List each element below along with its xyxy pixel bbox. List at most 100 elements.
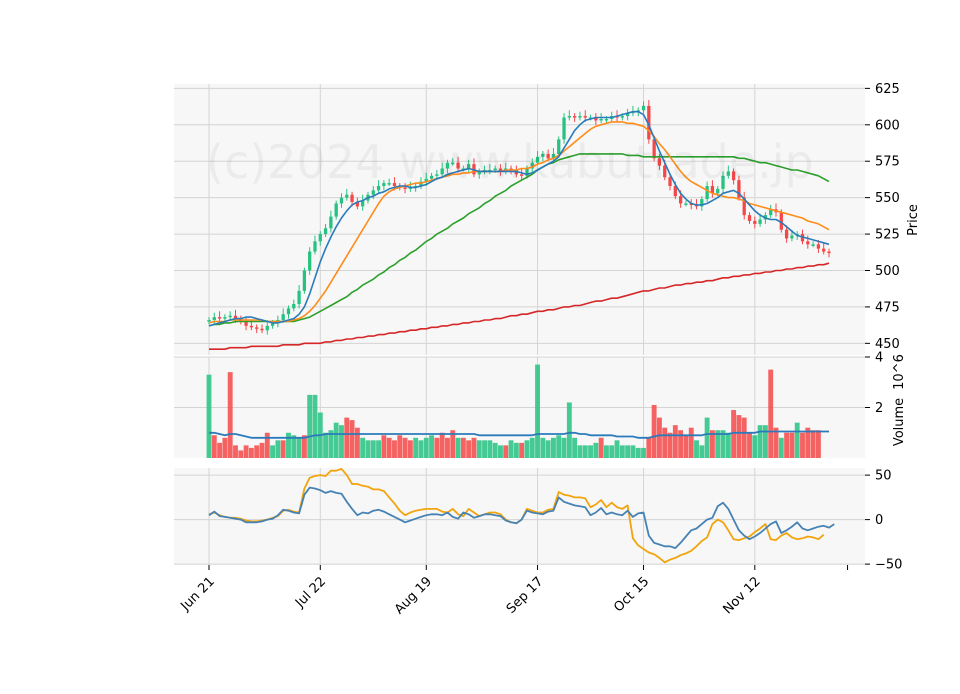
candle-body bbox=[811, 244, 815, 246]
volume-bar bbox=[513, 442, 519, 458]
candle-body bbox=[318, 234, 322, 242]
osc-ytick-label: −50 bbox=[875, 558, 902, 573]
candle-body bbox=[249, 325, 254, 328]
volume-bar bbox=[757, 425, 763, 458]
ma-mid-line bbox=[208, 121, 830, 324]
volume-bar bbox=[450, 430, 456, 458]
candle-body bbox=[292, 304, 296, 309]
volume-bar bbox=[688, 427, 694, 458]
candle-body bbox=[753, 220, 757, 224]
candle-body bbox=[737, 180, 741, 198]
candle-body bbox=[700, 199, 704, 207]
volume-bar bbox=[402, 437, 408, 458]
volume-bar bbox=[524, 440, 530, 458]
candle-body bbox=[599, 118, 603, 121]
volume-bar bbox=[407, 440, 413, 458]
candle-body bbox=[806, 241, 810, 245]
volume-bar bbox=[339, 425, 344, 458]
candle-body bbox=[684, 203, 688, 205]
candle-body bbox=[530, 162, 534, 169]
volume-bar bbox=[800, 432, 805, 458]
volume-bar bbox=[694, 440, 699, 458]
volume-bar bbox=[551, 437, 556, 458]
candle-body bbox=[721, 175, 725, 189]
ma-fast-line bbox=[208, 110, 830, 327]
candle-body bbox=[520, 174, 524, 176]
candle-body bbox=[668, 177, 672, 186]
candle-body bbox=[228, 315, 232, 318]
volume-bar bbox=[625, 445, 631, 458]
volume-bar bbox=[630, 445, 636, 458]
candle-body bbox=[747, 215, 752, 221]
volume-bar bbox=[741, 417, 747, 458]
candle-body bbox=[641, 105, 646, 111]
candle-body bbox=[541, 153, 545, 157]
volume-bar bbox=[720, 430, 726, 458]
candle-body bbox=[572, 116, 577, 118]
candle-body bbox=[716, 188, 720, 194]
volume-bar bbox=[672, 425, 678, 458]
candle-body bbox=[429, 175, 434, 179]
candle-body bbox=[663, 165, 667, 178]
volume-bar bbox=[466, 440, 472, 458]
volume-bar bbox=[328, 430, 334, 458]
volume-bar bbox=[545, 440, 551, 458]
candle-body bbox=[578, 116, 582, 118]
x-tick-label: Aug 19 bbox=[392, 574, 435, 617]
x-tick-label: Jul 22 bbox=[292, 574, 329, 611]
candle-body bbox=[498, 168, 503, 172]
candle-body bbox=[604, 118, 609, 121]
candle-body bbox=[445, 162, 450, 169]
volume-bar bbox=[810, 430, 816, 458]
candle-body bbox=[308, 251, 312, 271]
candle-body bbox=[456, 162, 460, 169]
candle-body bbox=[546, 153, 550, 159]
candle-body bbox=[742, 197, 746, 216]
volume-bar bbox=[715, 430, 721, 458]
candle-body bbox=[207, 320, 211, 322]
candle-body bbox=[673, 185, 677, 197]
candle-body bbox=[557, 139, 561, 154]
volume-bar bbox=[397, 435, 403, 458]
candle-body bbox=[567, 116, 571, 118]
volume-bar bbox=[233, 445, 238, 458]
volume-bar bbox=[344, 417, 350, 458]
volume-bar bbox=[619, 445, 625, 458]
volume-bar bbox=[577, 445, 583, 458]
candle-body bbox=[371, 190, 375, 195]
price-ytick-label: 475 bbox=[875, 300, 900, 315]
candle-body bbox=[440, 168, 444, 175]
volume-bar bbox=[206, 374, 212, 458]
volume-bar bbox=[498, 445, 503, 458]
price-ytick-label: 500 bbox=[875, 264, 900, 279]
osc-line-1 bbox=[208, 486, 835, 549]
volume-ytick-label: 2 bbox=[875, 401, 883, 416]
volume-bar bbox=[667, 432, 673, 458]
volume-bar bbox=[370, 440, 376, 458]
volume-bar bbox=[641, 447, 646, 458]
volume-bar bbox=[381, 435, 387, 458]
volume-bar bbox=[635, 447, 641, 458]
volume-bar bbox=[439, 432, 445, 458]
candle-body bbox=[758, 219, 762, 224]
volume-bar bbox=[429, 435, 435, 458]
volume-bar bbox=[238, 450, 244, 458]
volume-bar bbox=[609, 445, 615, 458]
osc-ytick-label: 0 bbox=[875, 513, 883, 528]
volume-bar bbox=[656, 417, 662, 458]
x-axis: Jun 21 Jul 22 Aug 19 Sep 17 Oct 15 Nov 12 bbox=[178, 565, 849, 617]
volume-bar bbox=[561, 437, 567, 458]
volume-bar bbox=[508, 440, 514, 458]
candle-body bbox=[361, 200, 365, 207]
candle-body bbox=[647, 105, 651, 140]
candle-body bbox=[551, 153, 556, 159]
volume-bar bbox=[556, 435, 562, 458]
volume-bar bbox=[529, 437, 535, 458]
volume-bar bbox=[307, 394, 313, 458]
candle-body bbox=[769, 209, 773, 216]
candle-body bbox=[223, 317, 227, 319]
volume-bar bbox=[699, 445, 705, 458]
volume-bar bbox=[280, 440, 286, 458]
candle-body bbox=[212, 317, 216, 321]
